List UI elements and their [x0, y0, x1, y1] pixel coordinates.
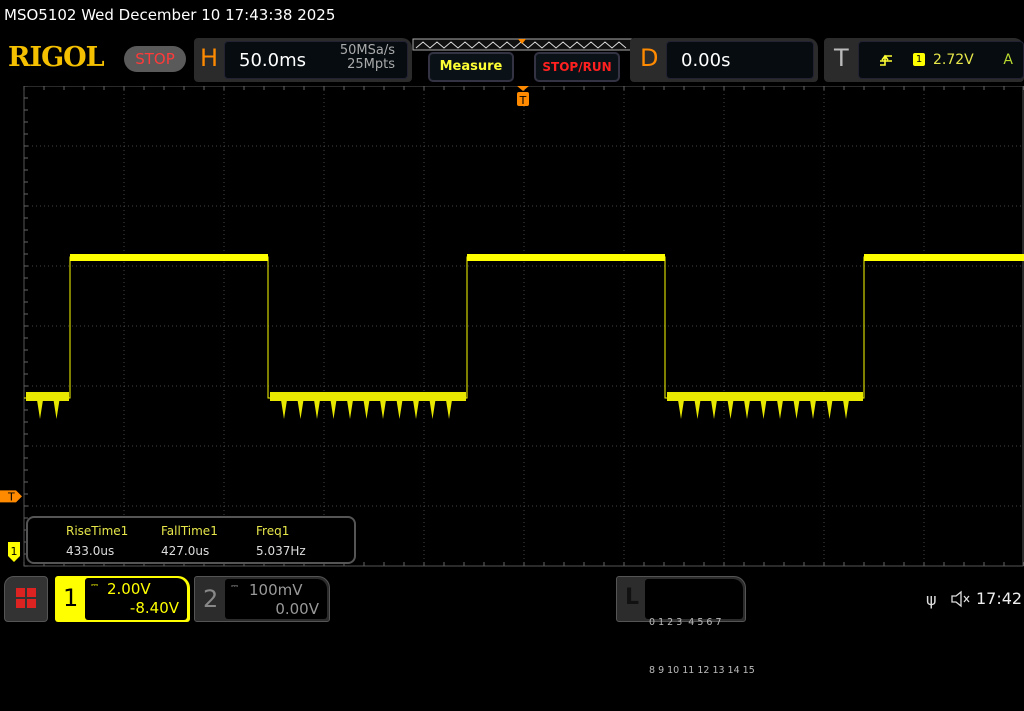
low-level-band — [26, 392, 69, 401]
measurement-frequency: Freq1 5.037Hz — [256, 524, 306, 558]
window-title: MSO5102 Wed December 10 17:43:38 2025 — [4, 6, 336, 24]
ripple-dip — [694, 400, 701, 419]
trigger-marker-label: T — [519, 94, 527, 107]
delay-value: 0.00s — [681, 50, 731, 71]
trigger-position-marker — [518, 39, 526, 44]
trigger-mode: A — [1003, 52, 1013, 68]
channel-1-panel[interactable]: 1 ⎓ 2.00V -8.40V — [55, 576, 190, 622]
ripple-dip — [396, 400, 403, 419]
memory-depth-value: 25Mpts — [347, 57, 395, 72]
usb-icon: ψ — [926, 590, 937, 609]
ripple-dip — [429, 400, 436, 419]
measurement-fall-time: FallTime1 427.0us — [161, 524, 218, 558]
channel-1-scale: 2.00V — [107, 580, 151, 598]
stop-run-button[interactable]: STOP/RUN — [534, 52, 620, 82]
channel-2-scale: 100mV — [249, 581, 303, 599]
memory-overview-bar[interactable] — [412, 38, 634, 52]
logic-analyzer-panel[interactable]: L 0 1 2 3 4 5 6 7 8 9 10 11 12 13 14 15 — [616, 576, 755, 676]
channel-1-number: 1 — [63, 584, 79, 612]
channel-1-marker[interactable]: 1 — [8, 542, 20, 562]
dc-coupling-icon: ⎓ — [231, 582, 239, 592]
measurement-rise-time: RiseTime1 433.0us — [66, 524, 128, 558]
grid-menu-icon — [16, 588, 36, 608]
ripple-dip — [727, 400, 734, 419]
trigger-source-badge: 1 — [913, 53, 925, 66]
horizontal-label: H — [200, 44, 219, 72]
ripple-dip — [793, 400, 800, 419]
ripple-dip — [281, 400, 287, 419]
ripple-dip — [37, 400, 43, 419]
measurement-label: FallTime1 — [161, 524, 218, 538]
channel-2-offset: 0.00V — [275, 600, 319, 618]
delay-panel[interactable]: D 0.00s — [630, 38, 818, 82]
run-state-badge[interactable]: STOP — [124, 46, 186, 72]
channel-1-trace — [24, 256, 1024, 399]
trigger-level: 2.72V — [933, 52, 974, 68]
sample-rate: 50MSa/s 25Mpts — [340, 44, 395, 72]
trigger-label: T — [834, 44, 849, 72]
measurement-panel: RiseTime1 433.0us FallTime1 427.0us Freq1 5… — [26, 516, 356, 564]
high-level-band — [864, 254, 1024, 261]
ripple-dip — [446, 400, 452, 419]
measurement-value: 433.0us — [66, 544, 115, 558]
ripple-dip — [843, 400, 849, 419]
high-level-band — [467, 254, 665, 261]
dc-coupling-icon: ⎓ — [91, 581, 99, 591]
mute-icon[interactable] — [950, 590, 972, 608]
channel-1-marker-label: 1 — [11, 545, 18, 558]
low-level-band — [270, 392, 466, 401]
ripple-dip — [380, 400, 386, 419]
trigger-level-marker[interactable]: T — [0, 490, 22, 503]
ripple-dip — [678, 400, 684, 419]
menu-button[interactable] — [4, 576, 48, 622]
channel-1-ripple — [26, 254, 1024, 419]
status-clock: 17:42 — [976, 589, 1023, 608]
logic-label: L — [625, 585, 640, 610]
high-level-band — [70, 254, 268, 261]
measurement-value: 427.0us — [161, 544, 210, 558]
channel-1-offset: -8.40V — [129, 599, 179, 617]
rigol-logo: RIGOL — [8, 42, 105, 73]
ripple-dip — [810, 400, 816, 419]
measurement-label: RiseTime1 — [66, 524, 129, 538]
ripple-dip — [777, 400, 783, 419]
ripple-dip — [744, 400, 750, 419]
measurement-value: 5.037Hz — [256, 544, 306, 558]
measure-button[interactable]: Measure — [428, 52, 514, 82]
sample-rate-value: 50MSa/s — [339, 43, 395, 58]
ripple-dip — [314, 400, 320, 419]
ripple-dip — [330, 400, 337, 419]
waveform-display[interactable]: T T 1 — [0, 86, 1024, 570]
ripple-dip — [760, 400, 767, 419]
trigger-position-marker[interactable]: T — [517, 86, 529, 107]
ripple-dip — [363, 400, 370, 419]
ripple-dip — [53, 400, 60, 419]
low-level-band — [667, 392, 863, 401]
trigger-level-marker-label: T — [7, 490, 15, 503]
timebase-value: 50.0ms — [239, 50, 306, 71]
channel-2-number: 2 — [203, 585, 219, 613]
ripple-dip — [826, 400, 833, 419]
ripple-dip — [413, 400, 419, 419]
channel-2-panel[interactable]: 2 ⎓ 100mV 0.00V — [194, 576, 330, 622]
delay-label: D — [640, 44, 659, 72]
measurement-label: Freq1 — [256, 524, 290, 538]
rising-edge-icon — [880, 54, 892, 66]
logic-channels-row-1: 0 1 2 3 4 5 6 7 — [649, 617, 722, 628]
ripple-dip — [347, 400, 353, 419]
logic-channels-row-2: 8 9 10 11 12 13 14 15 — [649, 665, 755, 676]
horizontal-panel[interactable]: H 50.0ms 50MSa/s 25Mpts — [194, 38, 412, 82]
ripple-dip — [297, 400, 304, 419]
graticule — [23, 86, 1024, 567]
trigger-panel[interactable]: T 1 2.72V A — [824, 38, 1024, 82]
ripple-dip — [711, 400, 717, 419]
